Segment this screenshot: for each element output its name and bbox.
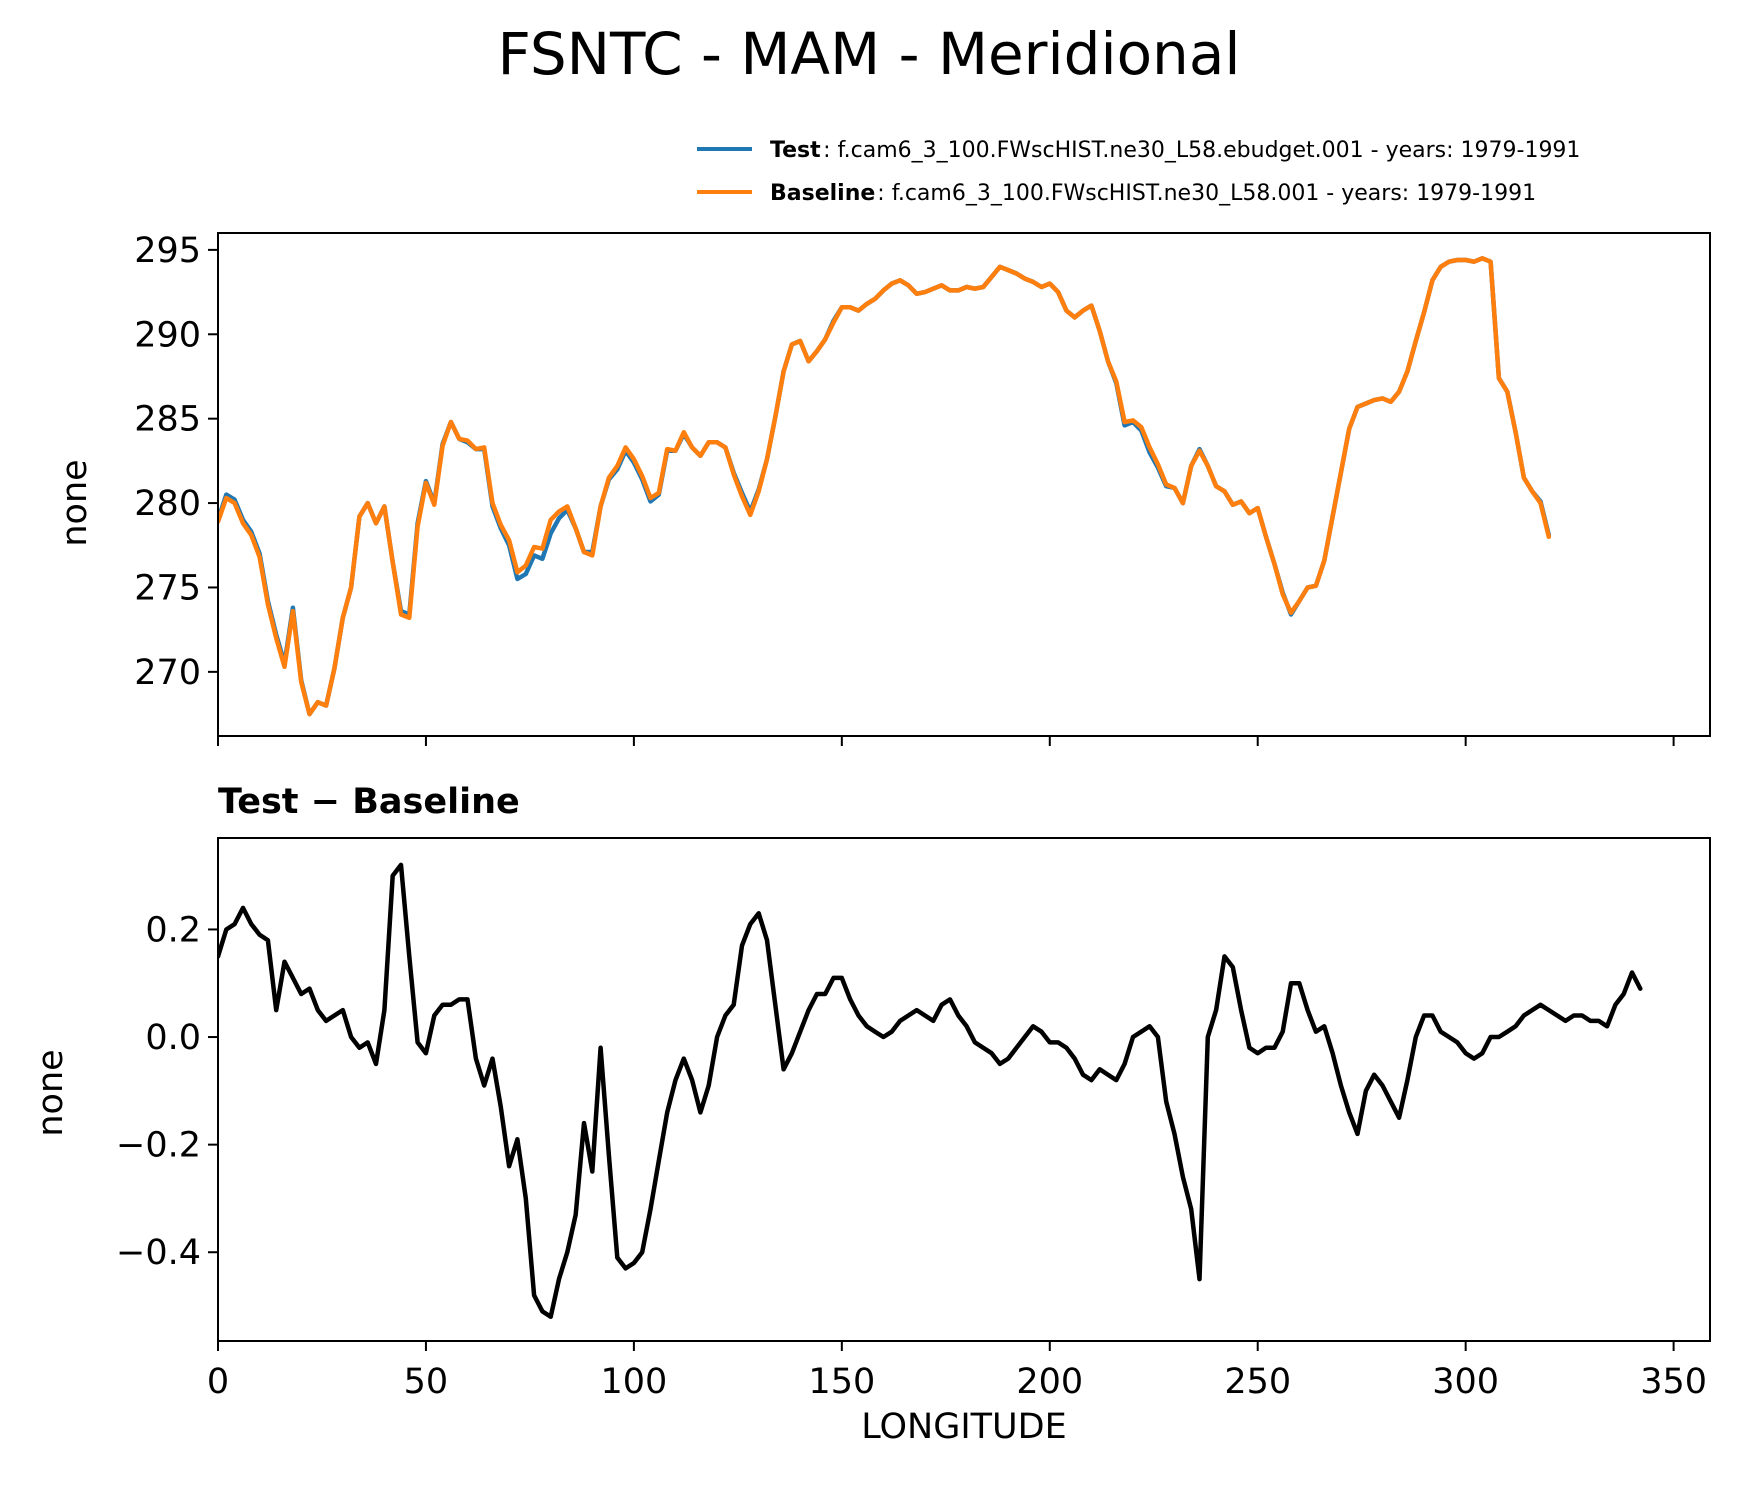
x-tick-label: 250 <box>1224 1362 1291 1402</box>
x-tick-label: 150 <box>808 1362 875 1402</box>
y-tick-label: 285 <box>134 400 201 440</box>
x-tick-label: 100 <box>600 1362 667 1402</box>
x-axis-label: LONGITUDE <box>861 1407 1067 1447</box>
y-tick-label: −0.2 <box>116 1126 201 1166</box>
legend: Test : f.cam6_3_100.FWscHIST.ne30_L58.eb… <box>697 138 1580 206</box>
legend-text-test: : f.cam6_3_100.FWscHIST.ne30_L58.ebudget… <box>823 138 1580 163</box>
x-tick-label: 300 <box>1432 1362 1499 1402</box>
top-axes: 270 275 280 285 290 295 none <box>55 231 1711 746</box>
top-axes-frame <box>217 232 1711 737</box>
y-tick-label: 295 <box>134 231 201 271</box>
x-tick-label: 0 <box>207 1362 229 1402</box>
y-tick-label: 0.2 <box>145 910 201 950</box>
y-tick-label: 270 <box>134 653 201 693</box>
y-tick-label: 275 <box>134 568 201 608</box>
legend-key-test: Test <box>770 138 821 163</box>
bottom-axes-frame <box>217 837 1711 1342</box>
y-tick-label: 280 <box>134 484 201 524</box>
series-line-test-baseline <box>218 862 1643 1320</box>
x-tick-label: 50 <box>404 1362 449 1402</box>
series-line-test <box>218 256 1552 717</box>
top-ylabel: none <box>55 459 95 546</box>
x-tick-label: 200 <box>1016 1362 1083 1402</box>
y-tick-label: −0.4 <box>116 1233 201 1273</box>
x-tick-label: 350 <box>1640 1362 1707 1402</box>
y-tick-label: 290 <box>134 315 201 355</box>
bottom-axes: Test − Baseline −0.4 −0.2 0.0 0.2 0 50 100 150… <box>31 782 1711 1447</box>
series-line-baseline <box>218 256 1552 717</box>
y-tick-label: 0.0 <box>145 1018 201 1058</box>
figure-title: FSNTC - MAM - Meridional <box>498 20 1241 88</box>
bottom-ylabel: none <box>31 1049 71 1136</box>
legend-text-baseline: : f.cam6_3_100.FWscHIST.ne30_L58.001 - y… <box>877 181 1536 206</box>
legend-key-baseline: Baseline <box>770 181 875 206</box>
bottom-subtitle: Test − Baseline <box>218 782 520 822</box>
